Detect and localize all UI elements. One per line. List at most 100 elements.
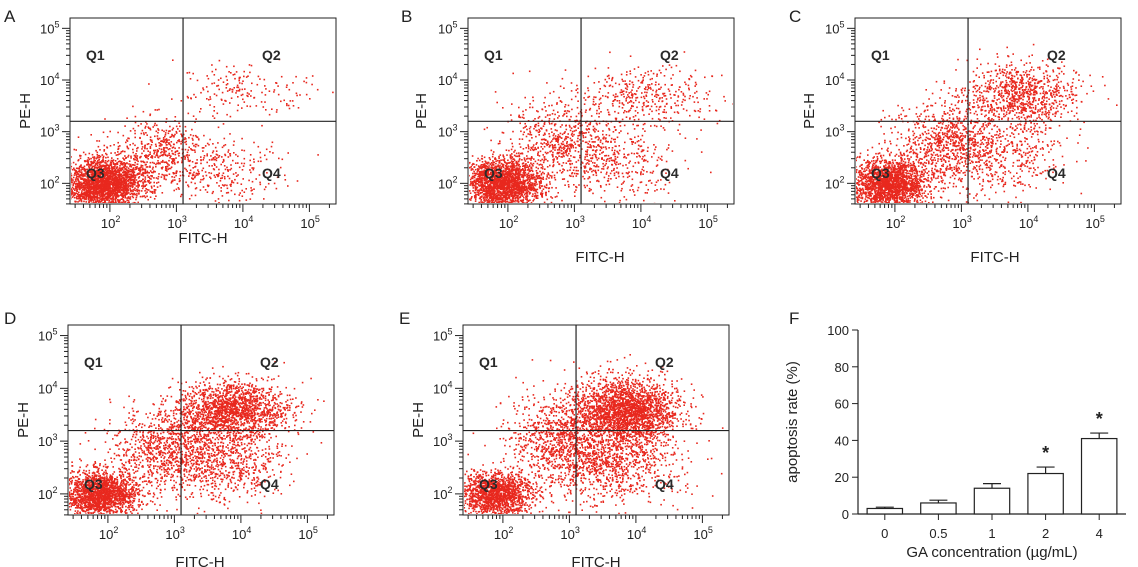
event-dot	[71, 191, 73, 194]
event-dot	[77, 178, 79, 180]
event-dot	[470, 182, 472, 185]
event-dot	[461, 180, 463, 182]
event-dot	[127, 186, 130, 188]
event-dot	[80, 155, 82, 157]
event-dot	[92, 181, 95, 183]
event-dot	[217, 79, 220, 81]
event-dot	[457, 161, 459, 163]
scatter-points-a	[36, 58, 334, 213]
event-dot	[477, 179, 479, 182]
event-dot	[213, 82, 216, 84]
event-dot	[85, 178, 87, 181]
event-dot	[75, 170, 77, 172]
event-dot	[73, 194, 75, 196]
event-dot	[125, 190, 128, 192]
event-dot	[204, 145, 207, 147]
event-dot	[96, 184, 98, 187]
event-dot	[498, 160, 501, 162]
x-tick-label-a: 104	[234, 214, 253, 231]
event-dot	[98, 170, 101, 172]
event-dot	[174, 151, 177, 154]
event-dot	[469, 167, 471, 169]
event-dot	[208, 165, 211, 167]
event-dot	[121, 194, 124, 196]
event-dot	[517, 183, 520, 185]
event-dot	[516, 206, 518, 208]
event-dot	[79, 177, 82, 179]
event-dot	[224, 99, 226, 102]
event-dot	[134, 174, 137, 177]
event-dot	[114, 202, 116, 203]
event-dot	[474, 200, 477, 202]
event-dot	[137, 201, 139, 203]
event-dot	[255, 105, 258, 107]
event-dot	[501, 212, 503, 214]
event-dot	[543, 205, 545, 207]
event-dot	[113, 188, 116, 191]
event-dot	[78, 180, 80, 183]
event-dot	[36, 189, 38, 191]
event-dot	[475, 208, 477, 210]
event-dot	[75, 185, 77, 187]
event-dot	[103, 172, 105, 175]
event-dot	[82, 166, 84, 169]
event-dot	[224, 177, 226, 180]
event-dot	[141, 129, 144, 132]
event-dot	[108, 169, 110, 172]
event-dot	[481, 181, 484, 184]
event-dot	[124, 195, 126, 198]
event-dot	[540, 174, 543, 176]
event-dot	[170, 135, 173, 138]
event-dot	[141, 146, 144, 148]
event-dot	[540, 176, 542, 179]
event-dot	[101, 199, 103, 202]
event-dot	[149, 181, 152, 184]
event-dot	[155, 165, 157, 168]
event-dot	[100, 188, 102, 191]
event-dot	[107, 184, 110, 187]
event-dot	[157, 178, 159, 180]
event-dot	[194, 121, 196, 123]
event-dot	[149, 151, 151, 153]
event-dot	[490, 195, 492, 197]
event-dot	[191, 142, 194, 145]
event-dot	[103, 194, 105, 197]
event-dot	[113, 211, 115, 213]
event-dot	[178, 152, 181, 154]
event-dot	[225, 84, 228, 86]
event-dot	[499, 181, 502, 183]
tick-exponent: 4	[248, 214, 253, 224]
event-dot	[232, 74, 235, 76]
event-dot	[472, 168, 474, 171]
event-dot	[545, 178, 548, 180]
event-dot	[521, 186, 523, 188]
event-dot	[133, 201, 135, 203]
event-dot	[123, 166, 125, 168]
event-dot	[60, 192, 62, 194]
event-dot	[458, 159, 460, 161]
event-dot	[64, 163, 66, 165]
event-dot	[114, 183, 116, 185]
event-dot	[534, 178, 536, 181]
event-dot	[132, 148, 134, 151]
event-dot	[532, 178, 534, 180]
event-dot	[144, 180, 146, 182]
event-dot	[89, 181, 91, 183]
event-dot	[275, 82, 278, 84]
event-dot	[75, 171, 78, 173]
event-dot	[92, 176, 95, 179]
event-dot	[97, 166, 100, 169]
event-dot	[502, 199, 504, 202]
event-dot	[231, 91, 234, 93]
event-dot	[487, 161, 489, 164]
event-dot	[489, 188, 492, 190]
event-dot	[235, 162, 237, 164]
event-dot	[80, 187, 82, 189]
event-dot	[117, 209, 119, 211]
event-dot	[486, 223, 488, 225]
event-dot	[151, 161, 154, 164]
event-dot	[153, 151, 156, 153]
event-dot	[536, 176, 539, 178]
event-dot	[527, 182, 529, 184]
event-dot	[492, 187, 495, 190]
